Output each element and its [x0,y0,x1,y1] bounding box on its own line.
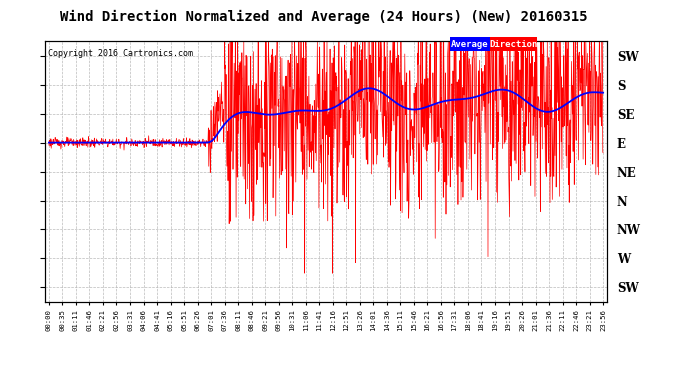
Text: Wind Direction Normalized and Average (24 Hours) (New) 20160315: Wind Direction Normalized and Average (2… [61,9,588,24]
Text: Average: Average [451,39,489,48]
Text: Copyright 2016 Cartronics.com: Copyright 2016 Cartronics.com [48,49,193,58]
Text: Direction: Direction [489,39,538,48]
